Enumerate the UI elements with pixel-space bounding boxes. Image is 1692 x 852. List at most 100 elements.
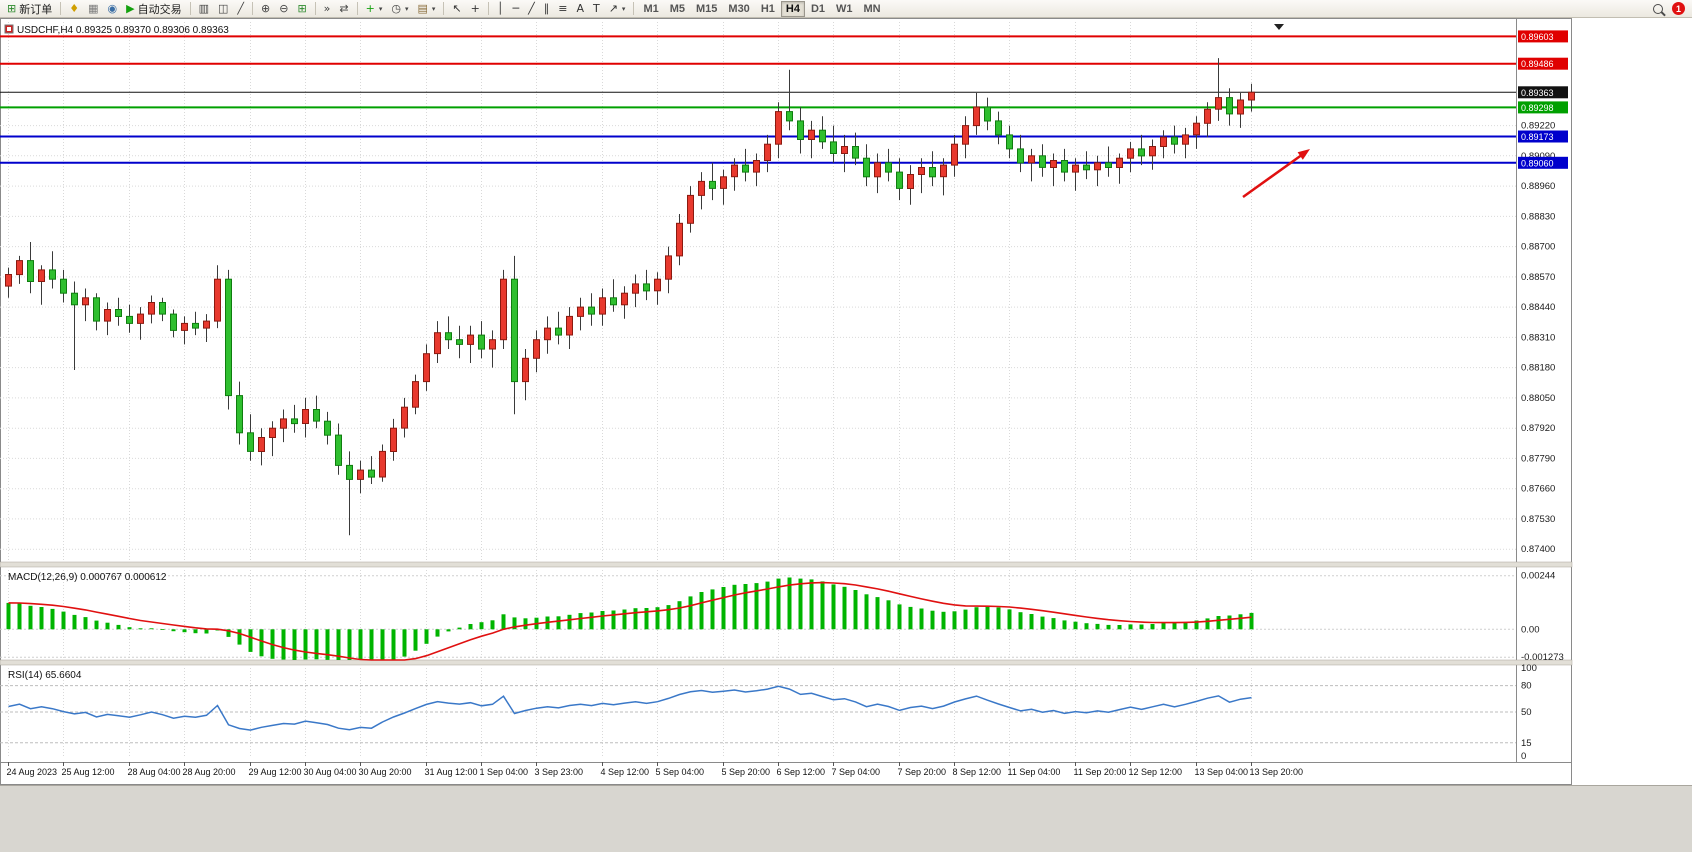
time-tick-label: 6 Sep 12:00	[777, 767, 826, 777]
price-flag-label: 0.89486	[1521, 59, 1554, 69]
grid	[0, 22, 1516, 756]
toolbar-separator	[633, 2, 635, 15]
chart-shift-button[interactable]: ⇄	[335, 1, 352, 17]
price-tick-label: 0.88310	[1521, 332, 1555, 343]
arrow-tool-icon: ↗	[608, 2, 618, 15]
line-chart-button[interactable]: ╱	[233, 1, 248, 17]
timeframe-mn-button-label: MN	[863, 2, 881, 15]
cursor-button[interactable]: ↖	[448, 1, 465, 17]
panel-separator[interactable]	[0, 659, 1573, 666]
candlesticks-button[interactable]: ◫	[214, 1, 232, 17]
auto-scroll-icon: »	[323, 2, 331, 15]
chart-title: USDCHF,H4 0.89325 0.89370 0.89306 0.8936…	[17, 25, 229, 36]
new-order-button[interactable]: ⊞ 新订单	[3, 1, 56, 17]
fibonacci-button[interactable]: ≡	[554, 1, 571, 17]
timeframe-m15-button[interactable]: M15	[691, 1, 722, 17]
bars-icon: ▥	[198, 2, 209, 15]
indicators-icon: +	[365, 2, 375, 15]
timeframe-w1-button[interactable]: W1	[831, 1, 858, 17]
time-tick-label: 30 Aug 20:00	[359, 767, 412, 777]
price-tick-label: 0.89220	[1521, 121, 1555, 132]
price-tick-label: 0.87920	[1521, 423, 1555, 434]
time-tick-label: 13 Sep 04:00	[1195, 767, 1249, 777]
price-flag-0.89298	[1518, 101, 1568, 114]
data-window-icon: ▦	[88, 2, 99, 15]
macd-title: MACD(12,26,9) 0.000767 0.000612	[8, 572, 167, 583]
price-tick-label: 0.87400	[1521, 544, 1555, 555]
time-tick-label: 4 Sep 12:00	[601, 767, 650, 777]
timeframe-h4-button[interactable]: H4	[780, 0, 805, 17]
text-label-button[interactable]: T	[589, 1, 604, 17]
time-tick-label: 5 Sep 20:00	[722, 767, 771, 777]
price-tick-label: 0.87660	[1521, 484, 1555, 495]
crosshair-icon: +	[470, 2, 480, 15]
alerts-button[interactable]: ♦	[65, 1, 83, 17]
timeframe-m5-button[interactable]: M5	[665, 1, 690, 17]
arrow-annotation[interactable]	[1242, 149, 1310, 199]
price-flag-label: 0.89603	[1521, 32, 1554, 42]
bid-price-label: 0.89363	[1521, 88, 1554, 98]
macd-signal-line	[8, 581, 1252, 661]
auto-trading-button-label: 自动交易	[137, 3, 182, 16]
text-icon: A	[576, 2, 584, 15]
time-tick-label: 12 Sep 12:00	[1129, 767, 1183, 777]
toolbar-separator	[356, 2, 358, 15]
time-tick-label: 29 Aug 12:00	[249, 767, 302, 777]
auto-scroll-button[interactable]: »	[320, 1, 335, 17]
timeframe-m30-button[interactable]: M30	[723, 1, 754, 17]
price-flag-label: 0.89060	[1521, 158, 1554, 168]
data-window-button[interactable]: ▦	[84, 1, 102, 17]
price-flag-0.89486	[1518, 57, 1568, 70]
price-flag-label: 0.89298	[1521, 103, 1554, 113]
horizontal-line-button[interactable]: ─	[508, 1, 523, 17]
chart-canvas[interactable]: 0.89220 0.89090 0.88960 0.88830 0.88700 0.885…	[0, 18, 1692, 785]
toolbar-separator	[314, 2, 316, 15]
timeframe-d1-button[interactable]: D1	[806, 1, 830, 17]
notifications-button[interactable]: 1	[1668, 1, 1689, 17]
svg-text:0.00: 0.00	[1521, 624, 1540, 635]
timeframe-mn-button[interactable]: MN	[859, 1, 886, 17]
new-order-button-label: 新订单	[19, 3, 53, 16]
toolbar-separator	[443, 2, 445, 15]
zoom-out-button[interactable]: ⊖	[275, 1, 292, 17]
svg-text:0: 0	[1521, 751, 1526, 762]
indicators-button[interactable]: + ▾	[362, 1, 387, 17]
zoom-out-icon: ⊖	[279, 2, 289, 15]
timeframe-m1-button[interactable]: M1	[638, 1, 663, 17]
tile-windows-icon: ⊞	[297, 2, 307, 15]
toolbar-separator	[487, 2, 489, 15]
vertical-line-button[interactable]: │	[493, 1, 508, 17]
rsi-title: RSI(14) 65.6604	[8, 670, 82, 681]
svg-text:100: 100	[1521, 663, 1537, 674]
time-tick-label: 1 Sep 04:00	[480, 767, 529, 777]
navigator-button[interactable]: ◉	[104, 1, 122, 17]
crosshair-button[interactable]: +	[467, 1, 484, 17]
templates-button[interactable]: ▤ ▾	[413, 1, 439, 17]
channel-button[interactable]: ∥	[540, 1, 554, 17]
text-button[interactable]: A	[572, 1, 588, 17]
zoom-in-button[interactable]: ⊕	[257, 1, 274, 17]
auto-trading-button[interactable]: ▶ 自动交易	[122, 1, 185, 17]
arrows-button[interactable]: ↗ ▾	[605, 1, 630, 17]
tile-windows-button[interactable]: ⊞	[293, 1, 310, 17]
trendline-button[interactable]: ╱	[524, 1, 539, 17]
time-tick-label: 28 Aug 20:00	[183, 767, 236, 777]
horizontal-line-icon: ─	[512, 2, 520, 15]
price-tick-label: 0.87530	[1521, 514, 1555, 525]
search-button[interactable]	[1649, 1, 1667, 17]
candlestick-series	[5, 58, 1255, 536]
bottom-strip	[0, 785, 1692, 852]
price-tick-label: 0.88440	[1521, 302, 1555, 313]
timeframe-h1-button[interactable]: H1	[756, 1, 780, 17]
panel-separator[interactable]	[0, 561, 1573, 568]
periods-button[interactable]: ◷ ▾	[387, 1, 412, 17]
time-tick-label: 3 Sep 23:00	[535, 767, 584, 777]
candlestick-icon: ◫	[217, 2, 229, 15]
price-tick-label: 0.88050	[1521, 393, 1555, 404]
price-axis[interactable]: 0.89220 0.89090 0.88960 0.88830 0.88700 0.885…	[1516, 18, 1569, 762]
time-tick-label: 28 Aug 04:00	[128, 767, 181, 777]
cursor-icon: ↖	[452, 2, 462, 15]
svg-text:0.00244: 0.00244	[1521, 571, 1555, 582]
time-axis[interactable]: 24 Aug 2023 25 Aug 12:00 28 Aug 04:00 28 Au…	[0, 762, 1572, 777]
bars-button[interactable]: ▥	[195, 1, 213, 17]
